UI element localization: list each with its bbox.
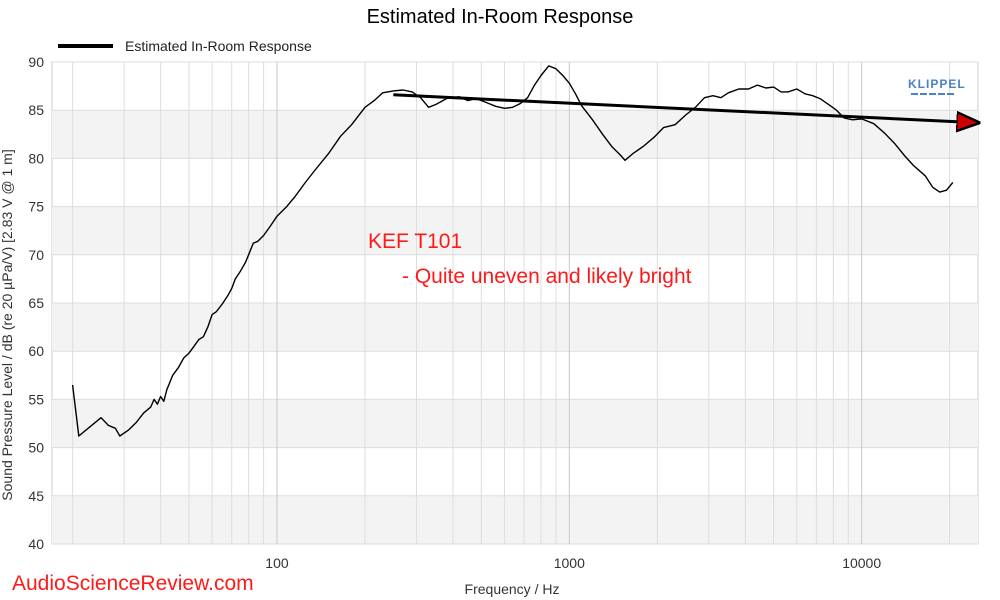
y-axis-label: Sound Pressure Level / dB (re 20 µPa/V) … xyxy=(0,149,15,500)
y-tick-label: 55 xyxy=(28,391,44,407)
grid-lines xyxy=(52,61,978,545)
chart-title: Estimated In-Room Response xyxy=(367,6,634,28)
horizontal-bands xyxy=(52,110,978,544)
y-tick-label: 70 xyxy=(28,247,44,263)
y-tick-label: 45 xyxy=(28,488,44,504)
series-layer xyxy=(71,65,978,437)
y-tick-label: 75 xyxy=(28,199,44,215)
grid-band xyxy=(52,110,978,159)
watermark: AudioScienceReview.com xyxy=(12,572,254,595)
grid-band xyxy=(52,206,978,255)
y-axis-ticks: 40 45 50 55 60 65 70 75 80 85 90 xyxy=(28,54,44,552)
annotation-text: - Quite uneven and likely bright xyxy=(402,265,692,288)
y-tick-label: 80 xyxy=(28,150,44,166)
grid-band xyxy=(52,303,978,352)
logo-underline-icon xyxy=(911,93,954,95)
x-axis-ticks: 100 1000 10000 xyxy=(265,555,881,571)
grid-band xyxy=(52,495,978,544)
legend: Estimated In-Room Response xyxy=(58,38,312,54)
y-tick-label: 90 xyxy=(28,54,44,70)
x-axis-label: Frequency / Hz xyxy=(465,581,560,597)
y-tick-label: 50 xyxy=(28,440,44,456)
trend-arrow-line xyxy=(393,93,978,123)
y-tick-label: 65 xyxy=(28,295,44,311)
x-tick-label: 1000 xyxy=(554,555,585,571)
klippel-logo: KLIPPEL xyxy=(908,77,966,95)
x-tick-label: 100 xyxy=(265,555,289,571)
annotation-title: KEF T101 xyxy=(368,230,462,253)
legend-label: Estimated In-Room Response xyxy=(125,38,312,54)
y-tick-label: 40 xyxy=(28,536,44,552)
grid-band xyxy=(52,399,978,448)
y-tick-label: 60 xyxy=(28,343,44,359)
x-tick-label: 10000 xyxy=(842,555,881,571)
y-tick-label: 85 xyxy=(28,102,44,118)
logo-text: KLIPPEL xyxy=(908,77,966,91)
